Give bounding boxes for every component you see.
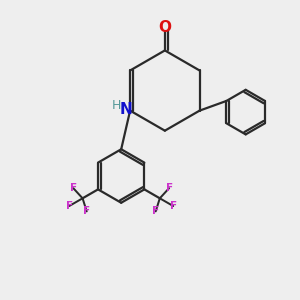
Text: N: N — [120, 102, 133, 117]
Text: H: H — [112, 99, 121, 112]
Text: O: O — [158, 20, 171, 35]
Text: F: F — [152, 206, 159, 216]
Text: F: F — [70, 183, 77, 193]
Text: F: F — [83, 206, 90, 216]
Text: F: F — [169, 201, 177, 211]
Text: F: F — [66, 201, 73, 211]
Text: F: F — [166, 183, 172, 193]
